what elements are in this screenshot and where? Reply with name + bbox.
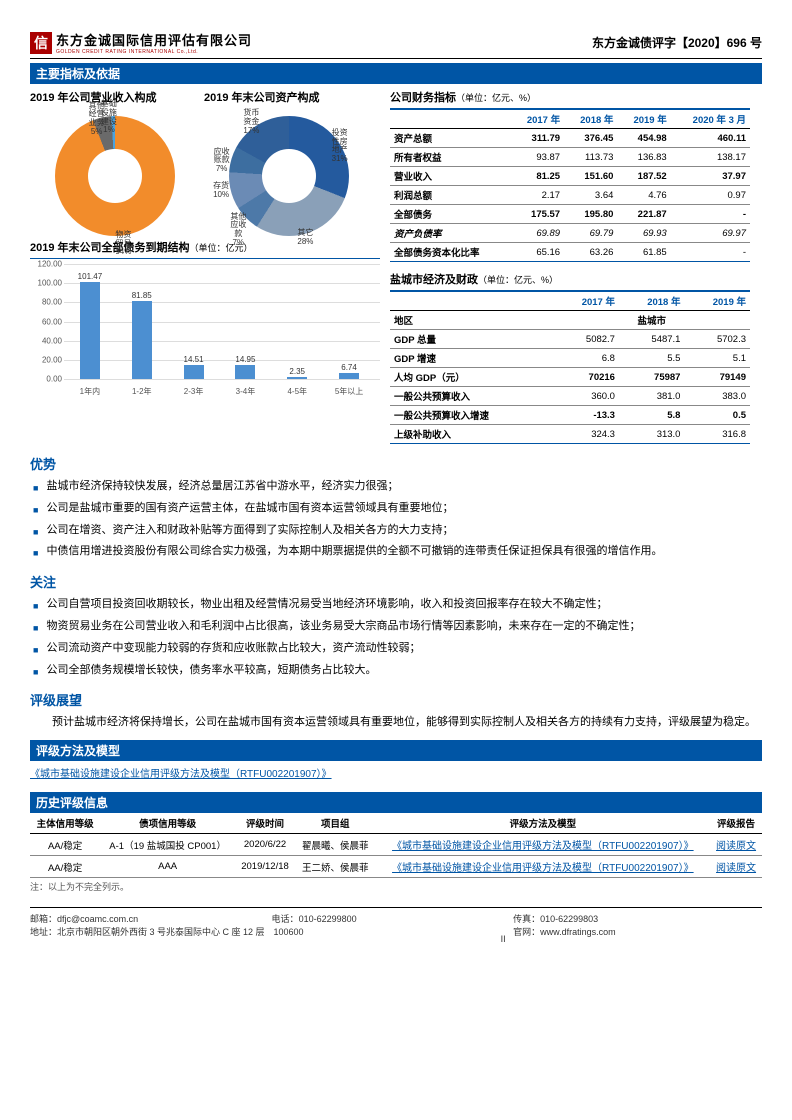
list-item: 公司流动资产中变现能力较弱的存货和应收账款占比较大，资产流动性较弱；: [47, 639, 763, 659]
history-rating-table: 主体信用等级债项信用等级评级时间项目组评级方法及模型评级报告AA/稳定A-1（1…: [30, 813, 762, 878]
table-row: 上级补助收入324.3313.0316.8: [390, 425, 750, 444]
x-axis-label: 1-2年: [122, 386, 162, 397]
table-row: 一般公共预算收入增速-13.35.80.5: [390, 406, 750, 425]
method-link[interactable]: 《城市基础设施建设企业信用评级方法及模型（RTFU002201907）》: [30, 769, 332, 780]
x-axis-label: 1年内: [70, 386, 110, 397]
table-row: AA/稳定A-1（19 盐城国投 CP001）2020/6/22翟晨曦、侯晨菲《…: [30, 834, 762, 856]
method-model-link[interactable]: 《城市基础设施建设企业信用评级方法及模型（RTFU002201907）》: [392, 841, 694, 852]
history-title: 历史评级信息: [30, 792, 762, 813]
y-axis-label: 0.00: [30, 375, 62, 384]
table-row: 一般公共预算收入360.0381.0383.0: [390, 387, 750, 406]
econ-table-title: 盐城市经济及财政（单位：亿元、%）: [390, 268, 750, 291]
bar: 6.74: [329, 363, 369, 379]
y-axis-label: 80.00: [30, 298, 62, 307]
company-name-en: GOLDEN CREDIT RATING INTERNATIONAL Co.,L…: [56, 49, 252, 55]
report-link[interactable]: 阅读原文: [716, 863, 756, 874]
pie-asset-composition: 2019 年末公司资产构成 投资性房地产31%其它28%其他应收款7%存货10%…: [204, 86, 374, 236]
outlook-title: 评级展望: [30, 690, 762, 709]
document-number: 东方金诚债评字【2020】696 号: [592, 34, 762, 51]
table-row: 利润总额2.173.644.760.97: [390, 186, 750, 205]
x-axis-label: 2-3年: [174, 386, 214, 397]
company-name: 东方金诚国际信用评估有限公司: [56, 30, 252, 49]
pie-slice-label: 投资性房地产31%: [332, 129, 348, 164]
bar-chart-debt-maturity: 0.00 20.00 40.00 60.00 80.00 100.00 120.00 101…: [30, 259, 380, 399]
bar-chart-title: 2019 年末公司全部债务到期结构（单位：亿元）: [30, 236, 380, 259]
table-row: 地区盐城市: [390, 311, 750, 330]
y-axis-label: 120.00: [30, 260, 62, 269]
bar: 2.35: [277, 367, 317, 379]
table-row: 资产总额311.79376.45454.98460.11: [390, 129, 750, 148]
table-row: 资产负债率69.8969.7969.9369.97: [390, 224, 750, 243]
y-axis-label: 20.00: [30, 355, 62, 364]
advantages-list: 盐城市经济保持较快发展，经济总量居江苏省中游水平，经济实力很强；公司是盐城市重要…: [30, 477, 762, 562]
table-row: GDP 增速6.85.55.1: [390, 349, 750, 368]
concerns-list: 公司自营项目投资回收期较长，物业出租及经营情况易受当地经济环境影响，收入和投资回…: [30, 595, 762, 680]
y-axis-label: 60.00: [30, 317, 62, 326]
list-item: 中债信用增进投资股份有限公司综合实力极强，为本期中期票据提供的全额不可撤销的连带…: [47, 542, 763, 562]
table-row: 全部债务资本化比率65.1663.2661.85-: [390, 243, 750, 262]
economy-fiscal-table: 2017 年2018 年2019 年地区盐城市GDP 总量5082.75487.…: [390, 291, 750, 444]
bar: 14.51: [174, 355, 214, 379]
pie-slice-label: 基础设施建设1%: [101, 100, 117, 135]
pie2-title: 2019 年末公司资产构成: [204, 86, 374, 108]
pie-slice-label: 其他应收款7%: [230, 213, 246, 248]
list-item: 公司是盐城市重要的国有资产运营主体，在盐城市国有资本运营领域具有重要地位；: [47, 499, 763, 519]
pie-slice-label: 货币资金17%: [243, 109, 259, 135]
list-item: 公司在增资、资产注入和财政补贴等方面得到了实际控制人及相关各方的大力支持；: [47, 521, 763, 541]
method-title: 评级方法及模型: [30, 740, 762, 761]
method-model-link[interactable]: 《城市基础设施建设企业信用评级方法及模型（RTFU002201907）》: [392, 863, 694, 874]
fin-table-title: 公司财务指标（单位：亿元、%）: [390, 86, 750, 109]
y-axis-label: 40.00: [30, 336, 62, 345]
section-main-indicators: 主要指标及依据: [30, 63, 762, 84]
table-row: 全部债务175.57195.80221.87-: [390, 205, 750, 224]
y-axis-label: 100.00: [30, 279, 62, 288]
pie-slice-label: 应收账款7%: [214, 148, 230, 174]
bar: 101.47: [70, 272, 110, 379]
page-footer: 邮箱：dfjc@coamc.com.cn 电话：010-62299800 传真：…: [30, 907, 762, 938]
pie-slice-label: 其它28%: [297, 229, 313, 247]
table-row: 营业收入81.25151.60187.5237.97: [390, 167, 750, 186]
outlook-text: 预计盐城市经济将保持增长，公司在盐城市国有资本运营领域具有重要地位，能够得到实际…: [30, 713, 762, 732]
logo-block: 信 东方金诚国际信用评估有限公司 GOLDEN CREDIT RATING IN…: [30, 30, 252, 55]
x-axis-label: 3-4年: [225, 386, 265, 397]
table-row: AA/稳定AAA2019/12/18王二娇、侯晨菲《城市基础设施建设企业信用评级…: [30, 856, 762, 878]
list-item: 盐城市经济保持较快发展，经济总量居江苏省中游水平，经济实力很强；: [47, 477, 763, 497]
financial-indicator-table: 2017 年2018 年2019 年2020 年 3 月资产总额311.7937…: [390, 109, 750, 262]
concerns-title: 关注: [30, 572, 762, 591]
x-axis-label: 4-5年: [277, 386, 317, 397]
history-note: 注：以上为不完全列示。: [30, 880, 762, 893]
list-item: 物资贸易业务在公司营业收入和毛利润中占比很高，该业务易受大宗商品市场行情等因素影…: [47, 617, 763, 637]
x-axis-label: 5年以上: [329, 386, 369, 397]
pie-slice-label: 物资贸易94%: [115, 231, 131, 257]
header: 信 东方金诚国际信用评估有限公司 GOLDEN CREDIT RATING IN…: [30, 30, 762, 59]
table-row: 所有者权益93.87113.73136.83138.17: [390, 148, 750, 167]
bar: 14.95: [225, 355, 265, 379]
page-number: II: [501, 934, 762, 944]
table-row: 人均 GDP（元）702167598779149: [390, 368, 750, 387]
pie-slice-label: 存货10%: [213, 182, 229, 200]
list-item: 公司自营项目投资回收期较长，物业出租及经营情况易受当地经济环境影响，收入和投资回…: [47, 595, 763, 615]
table-row: GDP 总量5082.75487.15702.3: [390, 330, 750, 349]
list-item: 公司全部债务规模增长较快，债务率水平较高，短期债务占比较大。: [47, 661, 763, 681]
advantages-title: 优势: [30, 454, 762, 473]
logo-icon: 信: [30, 32, 52, 54]
pie-revenue-composition: 2019 年公司营业收入构成 物资贸易94%其他经营业务5%基础设施建设1%: [30, 86, 200, 236]
report-link[interactable]: 阅读原文: [716, 841, 756, 852]
bar: 81.85: [122, 291, 162, 379]
